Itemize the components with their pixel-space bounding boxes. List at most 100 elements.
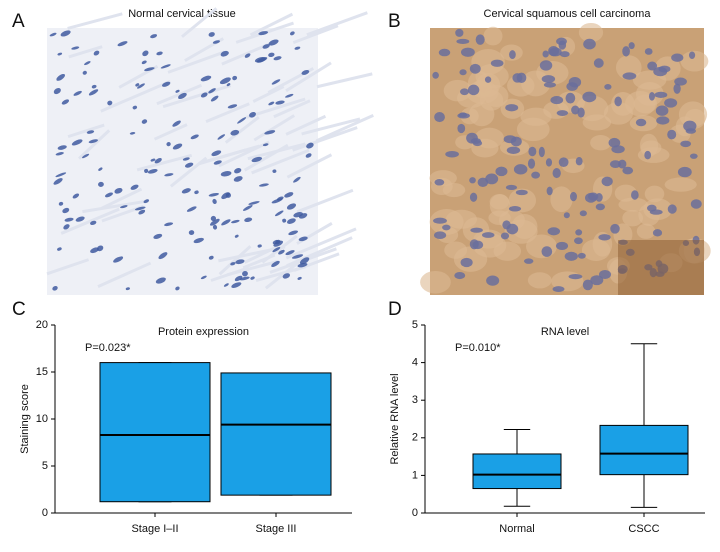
nucleus bbox=[84, 61, 91, 66]
nucleus bbox=[271, 79, 281, 85]
nucleus bbox=[644, 48, 653, 55]
nucleus bbox=[251, 156, 263, 163]
nucleus bbox=[188, 230, 195, 236]
nucleus bbox=[289, 31, 295, 36]
tissue-streak bbox=[286, 153, 333, 179]
nucleus bbox=[57, 145, 67, 150]
nucleus bbox=[579, 210, 587, 217]
nucleus bbox=[654, 91, 668, 98]
nucleus bbox=[161, 81, 171, 87]
nucleus bbox=[635, 118, 647, 127]
nucleus bbox=[575, 156, 583, 166]
nucleus bbox=[490, 59, 504, 67]
nucleus bbox=[156, 51, 163, 56]
nucleus bbox=[467, 84, 480, 96]
nucleus bbox=[249, 111, 256, 118]
nucleus bbox=[125, 287, 130, 291]
nucleus bbox=[231, 282, 242, 288]
nucleus bbox=[237, 117, 247, 124]
nucleus bbox=[582, 91, 597, 103]
nucleus bbox=[272, 247, 281, 253]
nucleus bbox=[285, 93, 294, 98]
nucleus bbox=[648, 91, 655, 101]
y-tick-label: 5 bbox=[42, 460, 48, 472]
tissue-streak bbox=[136, 153, 193, 172]
tissue-streak bbox=[78, 129, 111, 160]
nucleus bbox=[543, 82, 557, 88]
nucleus bbox=[150, 34, 158, 39]
tissue-streak bbox=[315, 113, 374, 143]
y-tick-label: 20 bbox=[36, 319, 48, 331]
nucleus bbox=[212, 40, 220, 44]
nucleus bbox=[194, 190, 199, 195]
tissue-streak bbox=[67, 12, 123, 30]
nucleus bbox=[598, 269, 612, 279]
y-tick-label: 2 bbox=[412, 432, 418, 444]
nucleus bbox=[583, 38, 596, 50]
nucleus bbox=[509, 50, 516, 60]
nucleus bbox=[234, 234, 239, 238]
tissue-streak bbox=[292, 126, 358, 152]
nucleus bbox=[75, 216, 85, 222]
nucleus bbox=[219, 77, 231, 85]
nucleus bbox=[541, 75, 556, 83]
tissue-streak bbox=[285, 61, 332, 93]
cell bbox=[615, 55, 642, 80]
nucleus bbox=[505, 104, 519, 112]
stroma bbox=[618, 240, 704, 295]
nucleus bbox=[550, 96, 564, 105]
panel-label: A bbox=[12, 11, 25, 32]
nucleus bbox=[93, 50, 100, 56]
nucleus bbox=[549, 47, 562, 57]
nucleus bbox=[117, 41, 128, 47]
x-tick-label: Normal bbox=[499, 523, 534, 535]
cell bbox=[603, 102, 634, 125]
nucleus bbox=[226, 83, 231, 87]
nucleus bbox=[294, 46, 301, 50]
nucleus bbox=[500, 232, 510, 240]
nucleus bbox=[58, 201, 64, 206]
nucleus bbox=[622, 166, 634, 175]
cell bbox=[581, 239, 611, 262]
nucleus bbox=[559, 51, 570, 58]
nucleus bbox=[667, 129, 677, 140]
nucleus bbox=[542, 50, 549, 58]
nucleus bbox=[527, 158, 536, 169]
nucleus bbox=[257, 244, 262, 248]
nucleus bbox=[677, 166, 692, 178]
nucleus bbox=[55, 152, 64, 156]
nucleus bbox=[104, 192, 113, 198]
tissue-streak bbox=[224, 115, 260, 144]
cell bbox=[590, 135, 612, 151]
nucleus bbox=[656, 116, 670, 125]
nucleus bbox=[190, 134, 199, 140]
nucleus bbox=[614, 96, 622, 107]
nucleus bbox=[129, 132, 136, 135]
nucleus bbox=[130, 184, 139, 190]
nucleus bbox=[135, 83, 140, 87]
nucleus bbox=[258, 183, 269, 187]
nucleus bbox=[285, 250, 295, 256]
nucleus bbox=[264, 130, 276, 135]
nucleus bbox=[244, 217, 253, 223]
nucleus bbox=[211, 150, 222, 157]
image-title: Normal cervical tissue bbox=[128, 8, 236, 20]
nucleus bbox=[56, 73, 66, 81]
nucleus bbox=[268, 39, 279, 46]
nucleus bbox=[565, 92, 576, 104]
tissue-streak bbox=[316, 72, 373, 89]
nucleus bbox=[49, 32, 57, 37]
nucleus bbox=[649, 209, 663, 215]
nucleus bbox=[608, 137, 621, 148]
tissue-streak bbox=[242, 253, 276, 270]
annotation: P=0.023* bbox=[85, 342, 131, 354]
nucleus bbox=[220, 171, 232, 177]
nucleus bbox=[297, 276, 302, 280]
nucleus bbox=[262, 143, 269, 147]
nucleus bbox=[275, 100, 285, 105]
nucleus bbox=[217, 134, 226, 140]
nucleus bbox=[230, 129, 240, 136]
nucleus bbox=[546, 186, 553, 196]
nucleus bbox=[221, 219, 231, 226]
cell bbox=[489, 194, 511, 217]
